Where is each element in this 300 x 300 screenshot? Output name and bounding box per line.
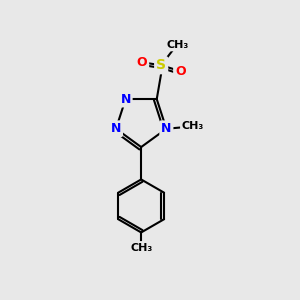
Text: N: N: [120, 93, 131, 106]
Text: N: N: [111, 122, 121, 135]
Text: CH₃: CH₃: [130, 243, 152, 253]
Text: N: N: [161, 122, 172, 135]
Text: O: O: [175, 64, 186, 78]
Text: S: S: [156, 58, 166, 72]
Text: CH₃: CH₃: [166, 40, 188, 50]
Text: CH₃: CH₃: [182, 122, 204, 131]
Text: O: O: [137, 56, 147, 69]
